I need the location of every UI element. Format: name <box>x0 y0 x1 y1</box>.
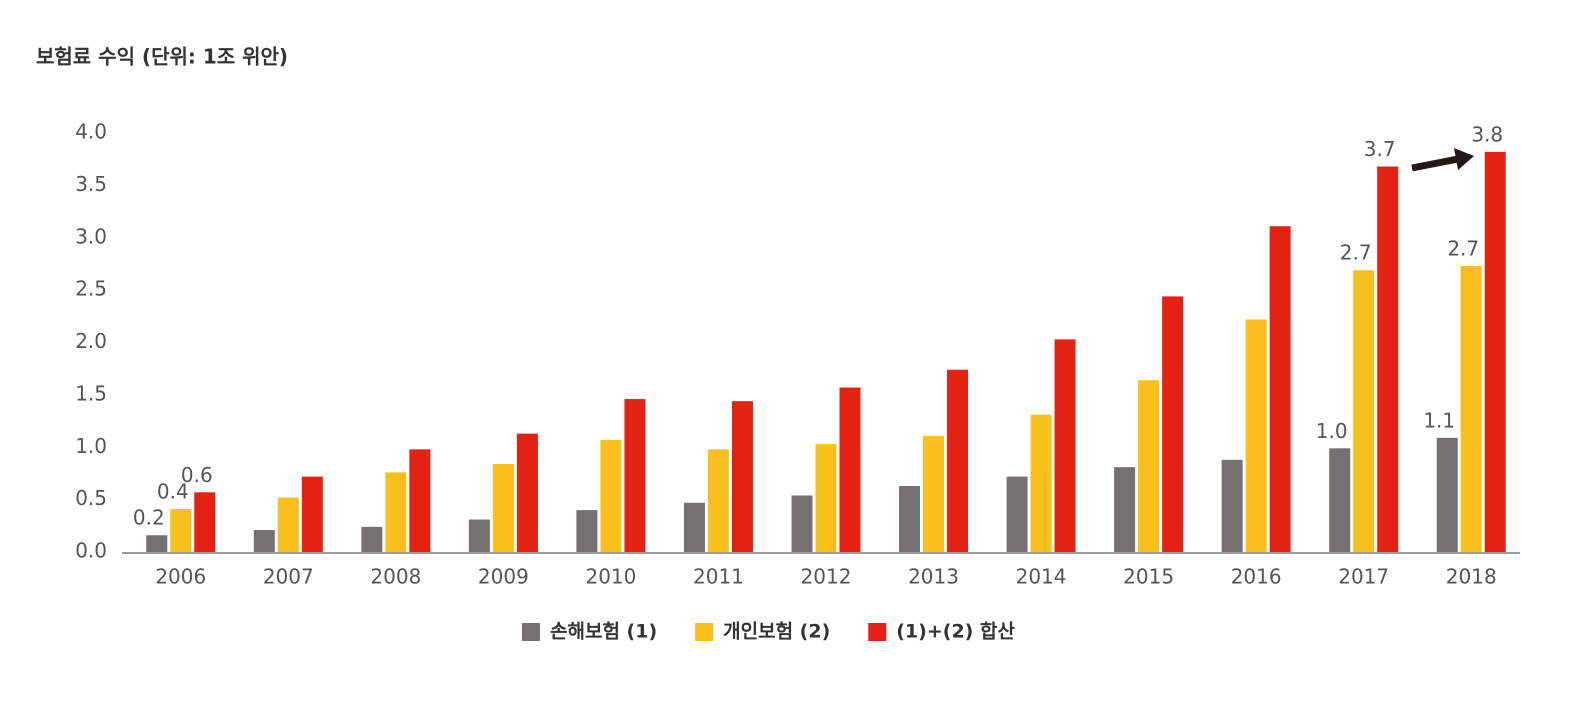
y-tick-label: 1.0 <box>75 434 107 458</box>
y-tick-label: 3.5 <box>75 172 107 196</box>
x-tick-label: 2018 <box>1446 565 1497 589</box>
bar <box>492 464 514 552</box>
bar <box>683 502 705 552</box>
bar <box>923 435 945 552</box>
data-label: 3.7 <box>1364 137 1396 161</box>
x-tick-label: 2015 <box>1123 565 1174 589</box>
bar <box>1377 166 1399 552</box>
data-label: 0.4 <box>157 480 189 504</box>
bar <box>791 495 813 552</box>
bar <box>947 369 969 552</box>
x-tick-label: 2016 <box>1231 565 1282 589</box>
data-label: 2.7 <box>1340 241 1372 265</box>
legend-label: 개인보험 (2) <box>723 621 830 643</box>
data-label: 1.1 <box>1423 408 1455 432</box>
x-tick-label: 2008 <box>370 565 421 589</box>
x-tick-label: 2011 <box>693 565 744 589</box>
legend-label: 손해보험 (1) <box>550 621 657 643</box>
bar <box>1269 226 1291 553</box>
bar <box>385 472 407 552</box>
bar <box>516 433 538 552</box>
bar <box>576 510 598 552</box>
arrow <box>1411 148 1474 172</box>
bar <box>1054 339 1076 552</box>
data-label: 2.7 <box>1447 237 1479 261</box>
x-tick-label: 2006 <box>155 565 206 589</box>
x-tick-label: 2017 <box>1338 565 1389 589</box>
bar <box>839 387 861 552</box>
bar <box>731 401 753 552</box>
data-label: 0.6 <box>181 463 213 487</box>
legend-swatch <box>522 623 540 641</box>
bar <box>1114 467 1136 552</box>
x-tick-label: 2014 <box>1016 565 1067 589</box>
y-tick-label: 2.0 <box>75 329 107 353</box>
bar <box>301 476 323 552</box>
bar <box>600 439 622 552</box>
bar <box>1138 380 1160 552</box>
bar <box>624 399 646 552</box>
y-tick-label: 0.0 <box>75 539 107 563</box>
y-tick-label: 4.0 <box>75 120 107 144</box>
bar <box>146 535 168 552</box>
x-tick-label: 2009 <box>478 565 529 589</box>
bar <box>1162 296 1184 552</box>
y-tick-label: 0.5 <box>75 486 107 510</box>
x-tick-label: 2007 <box>263 565 314 589</box>
legend-swatch <box>868 623 887 641</box>
y-tick-label: 2.5 <box>75 277 107 301</box>
bar <box>1245 319 1267 552</box>
bar <box>899 486 921 552</box>
bar <box>194 492 216 552</box>
bar <box>468 519 490 552</box>
bar <box>1436 437 1458 552</box>
x-tick-label: 2012 <box>801 565 852 589</box>
bar <box>361 526 383 552</box>
bar <box>1353 270 1375 552</box>
bar <box>1329 448 1351 552</box>
bar <box>1030 414 1052 552</box>
bar <box>170 509 192 552</box>
bar <box>409 449 431 552</box>
bar <box>1006 476 1028 552</box>
chart-title: 보험료 수익 (단위: 1조 위안) <box>36 45 288 69</box>
data-label: 0.2 <box>133 506 165 530</box>
bar <box>253 530 275 552</box>
bar <box>707 449 729 552</box>
data-label: 1.0 <box>1316 419 1348 443</box>
bar <box>815 444 837 552</box>
y-tick-label: 3.0 <box>75 224 107 248</box>
y-tick-label: 1.5 <box>75 381 107 405</box>
bar <box>277 497 299 552</box>
legend-swatch <box>695 623 714 641</box>
bar <box>1460 266 1482 552</box>
bar <box>1484 151 1506 553</box>
data-label: 3.8 <box>1471 122 1503 146</box>
x-tick-label: 2013 <box>908 565 959 589</box>
bar <box>1221 459 1243 552</box>
legend-label: (1)+(2) 합산 <box>896 621 1015 643</box>
x-tick-label: 2010 <box>585 565 636 589</box>
